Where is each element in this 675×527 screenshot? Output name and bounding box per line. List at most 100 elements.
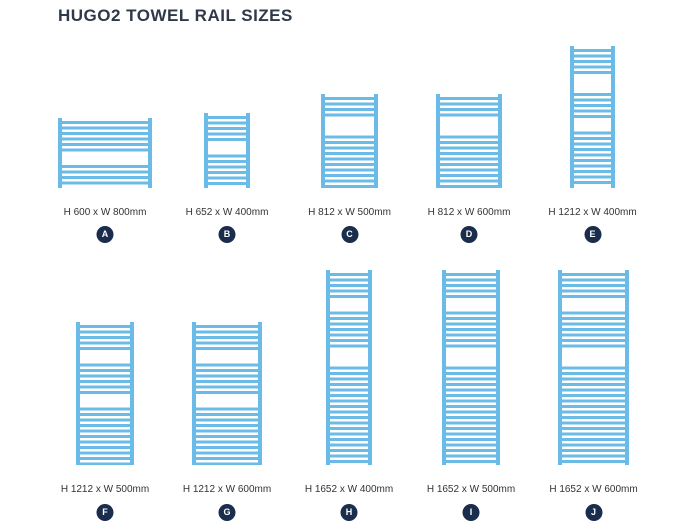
rail-bar xyxy=(329,388,369,392)
rail-bar xyxy=(445,278,497,282)
size-label: H 600 x W 800mm xyxy=(63,207,147,218)
rail-bar xyxy=(561,372,626,375)
rail-post xyxy=(148,118,152,188)
rail-bar xyxy=(561,339,626,342)
size-badge: I xyxy=(462,504,480,521)
rail-bar xyxy=(195,391,259,394)
rail-bar xyxy=(445,377,497,381)
rail-bar xyxy=(561,438,626,441)
rail-bar xyxy=(324,135,375,139)
rail-bar xyxy=(195,435,259,438)
rail-bar xyxy=(445,366,497,370)
rail-bar xyxy=(195,440,259,444)
rail-bar xyxy=(445,295,497,298)
rail-bar xyxy=(329,284,369,287)
rail-bar xyxy=(324,174,375,177)
rail-post xyxy=(130,322,134,465)
rail-bar xyxy=(329,454,369,458)
rail-bar xyxy=(445,416,497,419)
rail-bar xyxy=(329,443,369,447)
rail-bar xyxy=(195,429,259,433)
rail-post xyxy=(368,270,372,465)
rail-bar xyxy=(561,328,626,331)
rail-bar xyxy=(573,115,612,118)
rail-post xyxy=(374,94,378,188)
rail-bar xyxy=(561,399,626,403)
rail-bar xyxy=(329,333,369,337)
rail-bar xyxy=(329,295,369,298)
rail-bar xyxy=(445,449,497,452)
rail-bar xyxy=(79,391,131,394)
rail-bar xyxy=(329,438,369,441)
rail-bar xyxy=(561,388,626,392)
rail-bar xyxy=(195,385,259,389)
towel-rail-g xyxy=(192,322,262,465)
rail-bar xyxy=(79,440,131,444)
rail-bar xyxy=(79,347,131,350)
rail-bar xyxy=(324,113,375,117)
rail-bar xyxy=(445,427,497,430)
rail-bar xyxy=(439,168,499,172)
rail-bar xyxy=(561,443,626,447)
rail-bar xyxy=(561,366,626,370)
rail-bar xyxy=(207,121,247,125)
rail-bar xyxy=(324,102,375,106)
rail-bar xyxy=(324,179,375,183)
rail-bar xyxy=(445,399,497,403)
rail-bar xyxy=(329,377,369,381)
rail-bar xyxy=(445,394,497,397)
size-label: H 812 x W 500mm xyxy=(308,207,391,218)
rail-bar xyxy=(207,182,247,185)
rail-bar xyxy=(445,460,497,463)
rail-bar xyxy=(79,429,131,433)
rail-bar xyxy=(324,163,375,166)
rail-bar xyxy=(79,418,131,422)
rail-bar xyxy=(329,273,369,276)
rail-bar xyxy=(329,394,369,397)
towel-rail-h xyxy=(326,270,372,465)
towel-rail-b xyxy=(204,113,250,188)
rail-bar xyxy=(439,185,499,188)
towel-rail-i xyxy=(442,270,500,465)
rail-post xyxy=(258,322,262,465)
rail-bar xyxy=(329,289,369,293)
rail-bar xyxy=(573,60,612,63)
rail-bar xyxy=(61,165,149,168)
rail-bar xyxy=(561,416,626,419)
size-label: H 1212 x W 600mm xyxy=(182,484,272,495)
rail-bar xyxy=(61,121,149,124)
rail-post xyxy=(625,270,629,465)
rail-bar xyxy=(439,108,499,111)
rail-bar xyxy=(195,330,259,334)
rail-bar xyxy=(445,339,497,342)
rail-bar xyxy=(79,435,131,438)
rail-bar xyxy=(439,157,499,161)
rail-bar xyxy=(445,289,497,293)
rail-bar xyxy=(195,380,259,383)
size-badge: G xyxy=(218,504,236,521)
rail-bar xyxy=(329,372,369,375)
rail-post xyxy=(192,322,196,465)
rail-bar xyxy=(79,413,131,416)
rail-bar xyxy=(561,289,626,293)
rail-post xyxy=(326,270,330,465)
rail-bar xyxy=(445,333,497,337)
size-badge: H xyxy=(340,504,358,521)
rail-bar xyxy=(79,363,131,367)
rail-bar xyxy=(61,176,149,179)
rail-bar xyxy=(329,383,369,386)
rail-bar xyxy=(561,410,626,414)
rail-bar xyxy=(573,148,612,151)
rail-bar xyxy=(439,174,499,177)
rail-bar xyxy=(195,413,259,416)
rail-bar xyxy=(61,170,149,174)
size-label: H 1212 x W 400mm xyxy=(548,207,637,218)
rail-bar xyxy=(329,421,369,425)
rail-bar xyxy=(573,65,612,69)
rail-bar xyxy=(324,157,375,161)
rail-bar xyxy=(445,311,497,315)
rail-bar xyxy=(573,164,612,168)
rail-post xyxy=(558,270,562,465)
rail-post xyxy=(321,94,325,188)
rail-bar xyxy=(207,160,247,163)
